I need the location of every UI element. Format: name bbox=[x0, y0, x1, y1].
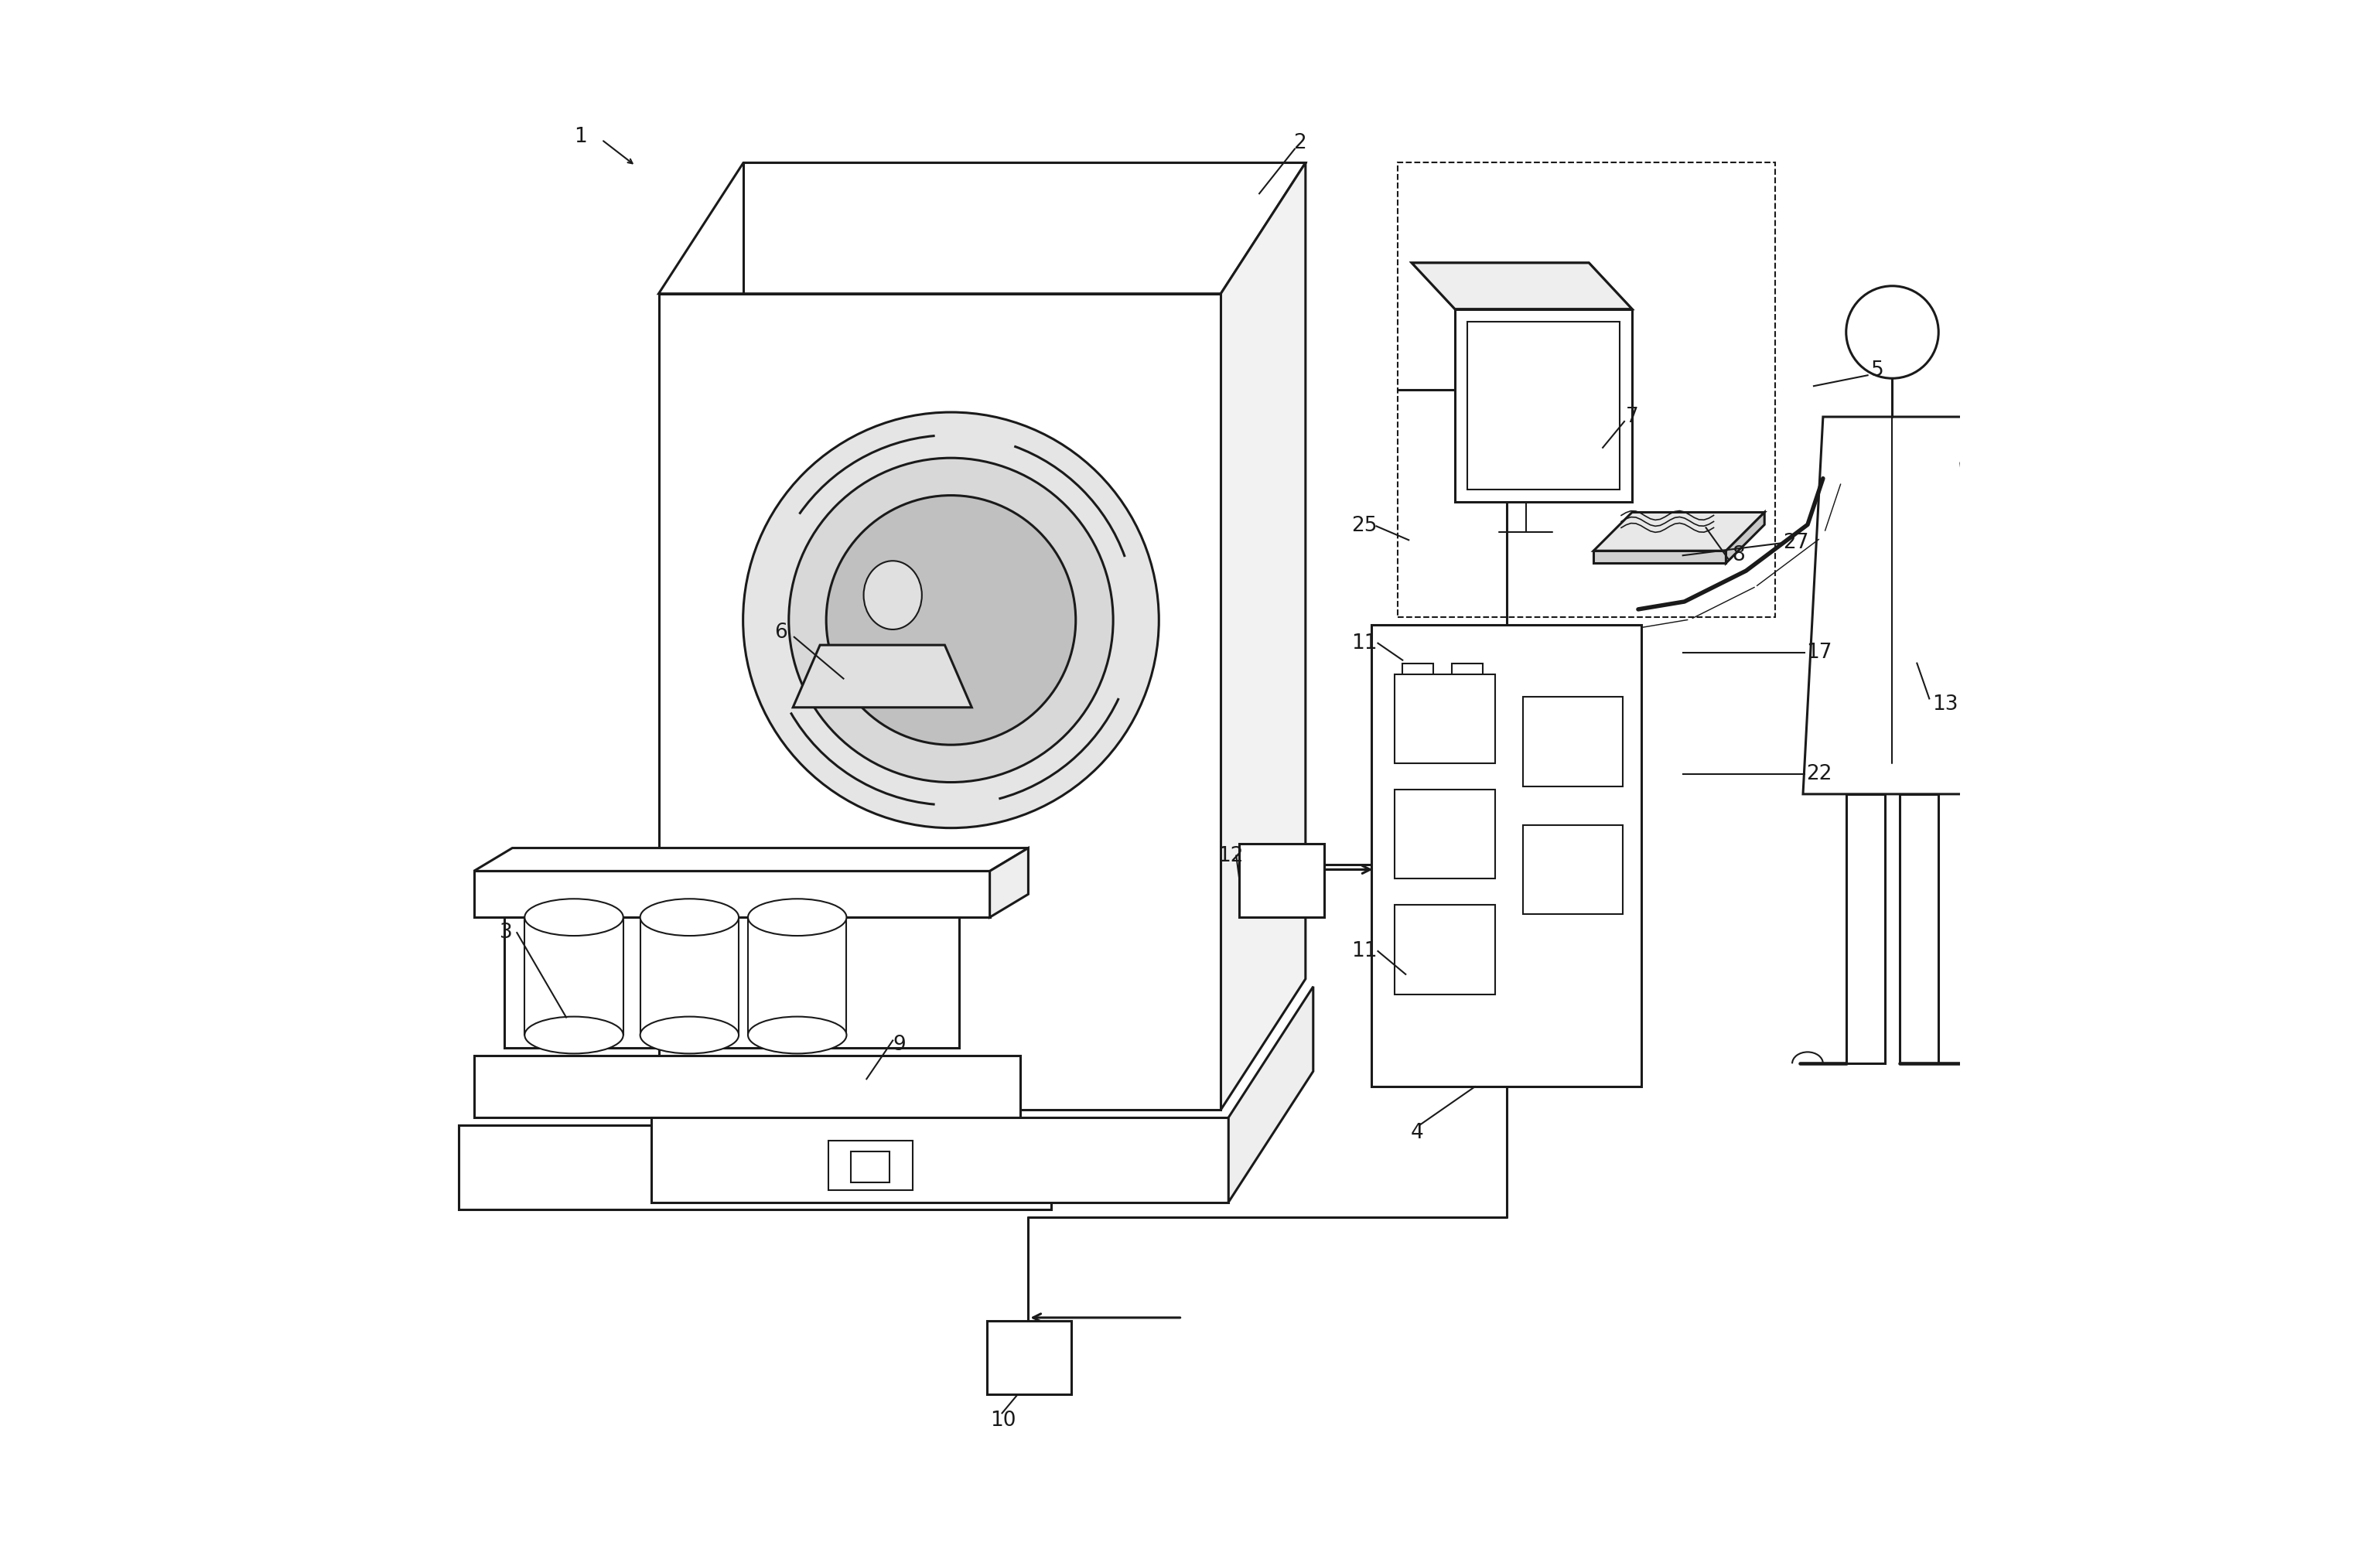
Text: P3: P3 bbox=[1435, 712, 1454, 726]
Polygon shape bbox=[1899, 794, 1940, 1064]
Ellipse shape bbox=[640, 899, 738, 936]
Bar bbox=[659, 293, 1221, 1110]
Ellipse shape bbox=[747, 899, 847, 936]
Bar bbox=[1240, 843, 1323, 917]
Text: 9: 9 bbox=[892, 1035, 907, 1055]
Bar bbox=[474, 1056, 1021, 1118]
Polygon shape bbox=[659, 163, 1307, 293]
Text: 22: 22 bbox=[1806, 763, 1833, 785]
Bar bbox=[652, 1118, 1228, 1203]
Bar bbox=[505, 917, 959, 1049]
Text: 6: 6 bbox=[774, 623, 788, 643]
Bar bbox=[1371, 625, 1642, 1087]
Polygon shape bbox=[793, 645, 971, 708]
Text: 11: 11 bbox=[1352, 941, 1378, 961]
Circle shape bbox=[788, 458, 1114, 782]
Bar bbox=[852, 1152, 890, 1183]
Text: P1: P1 bbox=[1435, 942, 1454, 956]
Bar bbox=[988, 1321, 1071, 1394]
Text: 25: 25 bbox=[1352, 517, 1378, 537]
Text: 2: 2 bbox=[1292, 133, 1307, 153]
Text: 27: 27 bbox=[1783, 534, 1809, 554]
Bar bbox=[1452, 663, 1483, 694]
Bar bbox=[1402, 663, 1433, 694]
Ellipse shape bbox=[640, 1016, 738, 1053]
Bar bbox=[828, 1141, 914, 1190]
Polygon shape bbox=[1228, 987, 1314, 1203]
Bar bbox=[1395, 790, 1495, 879]
Bar bbox=[459, 1126, 1052, 1210]
Ellipse shape bbox=[864, 561, 921, 629]
Text: 7: 7 bbox=[1626, 407, 1640, 427]
Text: 11: 11 bbox=[1352, 634, 1378, 654]
Text: 13: 13 bbox=[1933, 695, 1959, 715]
Text: 3: 3 bbox=[500, 922, 514, 942]
Bar bbox=[1523, 825, 1623, 914]
Polygon shape bbox=[1804, 416, 1983, 794]
Polygon shape bbox=[990, 848, 1028, 917]
Bar bbox=[640, 917, 738, 1035]
Polygon shape bbox=[1454, 308, 1633, 501]
Bar bbox=[1395, 905, 1495, 995]
Text: 10: 10 bbox=[990, 1411, 1016, 1431]
Bar bbox=[747, 917, 847, 1035]
Ellipse shape bbox=[524, 899, 624, 936]
Polygon shape bbox=[1595, 550, 1726, 563]
Ellipse shape bbox=[747, 1016, 847, 1053]
Text: 12: 12 bbox=[1219, 845, 1245, 865]
Polygon shape bbox=[1221, 163, 1307, 1110]
Bar bbox=[524, 917, 624, 1035]
Polygon shape bbox=[1847, 794, 1885, 1064]
Ellipse shape bbox=[524, 1016, 624, 1053]
Bar bbox=[1395, 674, 1495, 763]
Circle shape bbox=[826, 495, 1076, 745]
Text: P2: P2 bbox=[1435, 827, 1454, 840]
Text: 17: 17 bbox=[1806, 643, 1833, 663]
Text: 4: 4 bbox=[1411, 1123, 1423, 1143]
Circle shape bbox=[743, 412, 1159, 828]
Polygon shape bbox=[1726, 512, 1764, 563]
Circle shape bbox=[1847, 285, 1940, 378]
Bar bbox=[474, 871, 990, 917]
Polygon shape bbox=[1411, 262, 1633, 308]
Bar bbox=[1397, 163, 1775, 617]
Polygon shape bbox=[1595, 512, 1764, 550]
Text: 5: 5 bbox=[1871, 361, 1883, 381]
Bar bbox=[1466, 321, 1621, 489]
Text: 1: 1 bbox=[574, 126, 588, 146]
Polygon shape bbox=[474, 848, 1028, 871]
Bar bbox=[1523, 697, 1623, 786]
Polygon shape bbox=[1411, 262, 1633, 308]
Text: 8: 8 bbox=[1733, 546, 1745, 566]
